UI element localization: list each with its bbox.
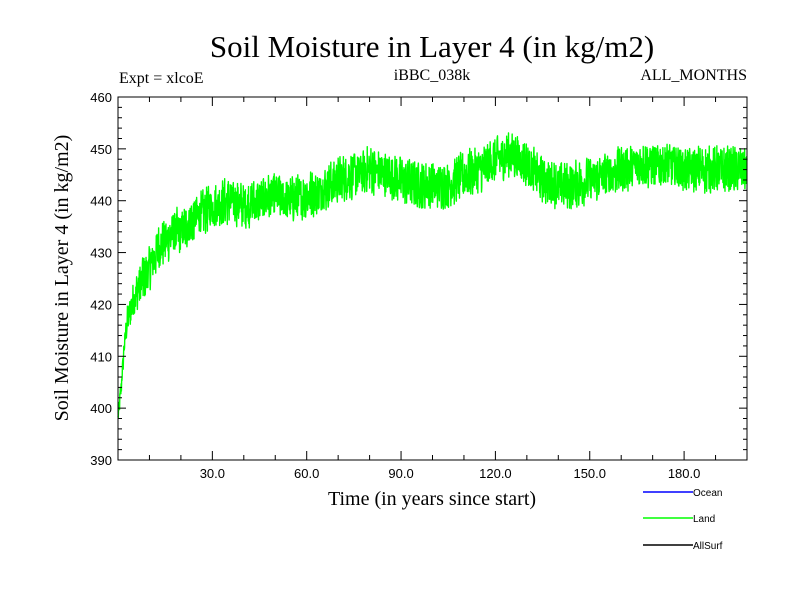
x-tick-label: 30.0 [200,466,225,481]
legend: Ocean Land AllSurf [643,488,723,552]
y-tick-label: 430 [90,246,112,261]
land-series [117,132,748,419]
months-label: ALL_MONTHS [640,67,747,84]
x-axis-label: Time (in years since start) [328,488,536,510]
x-tick-label: 150.0 [573,466,606,481]
y-tick-label: 390 [90,453,112,468]
y-tick-label: 450 [90,142,112,157]
y-tick-label: 440 [90,194,112,209]
run-id-label: iBBC_038k [394,67,470,84]
y-tick-label: 410 [90,349,112,364]
y-tick-label: 460 [90,90,112,105]
legend-label-allsurf: AllSurf [693,541,723,552]
x-tick-label: 120.0 [479,466,512,481]
x-axis: 30.0 60.0 90.0 120.0 150.0 180.0 [148,97,717,481]
plot-area: 30.0 60.0 90.0 120.0 150.0 180.0 390 400 410 420… [90,90,748,481]
y-tick-label: 420 [90,297,112,312]
legend-label-ocean: Ocean [693,488,722,499]
x-tick-label: 180.0 [668,466,701,481]
y-tick-label: 400 [90,401,112,416]
y-axis-label: Soil Moisture in Layer 4 (in kg/m2) [51,135,73,422]
chart-title: Soil Moisture in Layer 4 (in kg/m2) [210,29,654,64]
land-line [117,132,748,419]
legend-label-land: Land [693,514,715,525]
x-tick-label: 60.0 [294,466,319,481]
experiment-label: Expt = xlcoE [119,70,204,87]
x-tick-label: 90.0 [388,466,413,481]
y-axis: 390 400 410 420 430 440 450 460 [90,90,747,468]
